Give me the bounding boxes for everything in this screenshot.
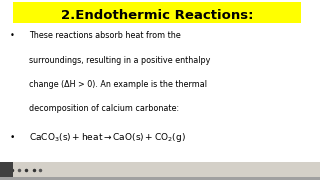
Text: •: •	[10, 133, 15, 142]
Text: surroundings, resulting in a positive enthalpy: surroundings, resulting in a positive en…	[29, 56, 210, 65]
Text: •: •	[10, 31, 14, 40]
Bar	[0, 162, 320, 180]
Text: $\mathregular{CaCO_3(s)+heat{\rightarrow}CaO(s)+CO_2(g)}$: $\mathregular{CaCO_3(s)+heat{\rightarrow…	[29, 131, 186, 144]
Bar	[0, 177, 320, 180]
Text: decomposition of calcium carbonate:: decomposition of calcium carbonate:	[29, 104, 179, 113]
Text: change (ΔH > 0). An example is the thermal: change (ΔH > 0). An example is the therm…	[29, 80, 207, 89]
Bar	[13, 2, 301, 22]
Text: 2.Endothermic Reactions:: 2.Endothermic Reactions:	[60, 9, 253, 22]
Text: These reactions absorb heat from the: These reactions absorb heat from the	[29, 31, 180, 40]
Bar	[0, 162, 13, 177]
